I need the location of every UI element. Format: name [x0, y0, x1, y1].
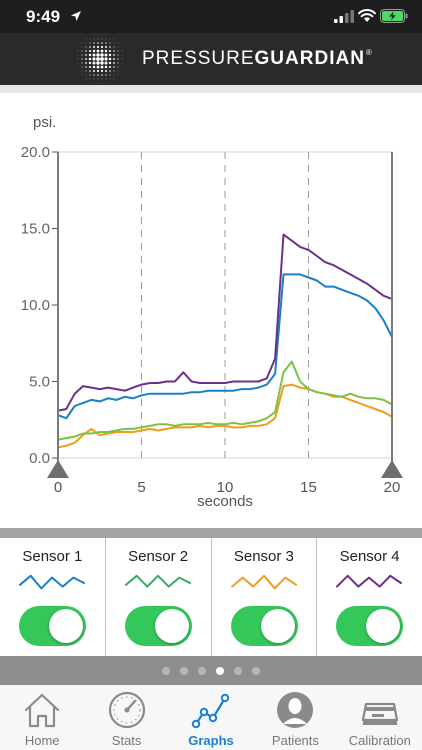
sparkline-path — [336, 574, 403, 588]
range-start-handle[interactable] — [47, 460, 69, 478]
status-time: 9:49 — [26, 7, 61, 26]
tab-label: Home — [24, 733, 60, 748]
x-tick-label: 5 — [137, 479, 145, 496]
toggle-knob — [154, 609, 189, 643]
app-header: PRESSUREGUARDIAN® — [0, 33, 422, 85]
series-line-sensor-2 — [57, 360, 393, 441]
status-bar: 9:49 — [0, 0, 422, 33]
y-tick-label: 5.0 — [29, 374, 50, 391]
x-tick-label: 20 — [384, 479, 401, 496]
x-tick-label: 15 — [300, 479, 317, 496]
sensor-name: Sensor 2 — [128, 548, 189, 565]
series-line-sensor-4 — [57, 233, 393, 412]
x-axis-label: seconds — [197, 493, 253, 510]
brand-light: PRESSURE — [142, 48, 255, 69]
sensor-sparkline — [124, 574, 191, 588]
toggle-knob — [260, 609, 295, 643]
gauge-icon — [108, 691, 145, 729]
sensor-panel: Sensor 1 Sensor 2 Sensor 3 Sensor 4 — [0, 538, 422, 656]
halftone-logo-icon — [77, 34, 123, 84]
sensor-name: Sensor 4 — [339, 548, 400, 565]
sparkline-path — [230, 574, 297, 590]
range-end-handle[interactable] — [381, 460, 403, 478]
sensor-2-toggle[interactable] — [124, 606, 192, 646]
y-tick-label: 0.0 — [29, 450, 50, 467]
tab-home[interactable]: Home — [0, 685, 84, 750]
home-icon — [25, 693, 60, 728]
series-line-sensor-1 — [57, 273, 393, 420]
page-dot[interactable] — [216, 666, 224, 675]
x-tick-label: 0 — [54, 479, 62, 496]
sensor-card-2: Sensor 2 — [106, 538, 212, 656]
sensor-sparkline — [230, 574, 297, 590]
tab-calibration[interactable]: Calibration — [338, 685, 422, 750]
toggle-knob — [49, 609, 83, 643]
sensor-card-3: Sensor 3 — [212, 538, 318, 656]
sparkline-path — [19, 574, 85, 590]
y-tick-label: 20.0 — [21, 144, 50, 161]
tab-label: Graphs — [188, 733, 234, 748]
battery-charging-icon — [380, 9, 408, 23]
scale-icon — [361, 702, 398, 725]
sensor-card-4: Sensor 4 — [317, 538, 422, 656]
sensor-sparkline — [336, 574, 403, 588]
y-axis-label: psi. — [33, 114, 56, 131]
sensor-sparkline — [19, 574, 85, 590]
wifi-icon — [358, 9, 376, 22]
tab-label: Patients — [271, 733, 319, 748]
section-divider — [0, 528, 422, 538]
registered-mark: ® — [365, 48, 373, 57]
tab-stats[interactable]: Stats — [84, 685, 168, 750]
page-dot[interactable] — [234, 666, 242, 675]
page-dot[interactable] — [162, 666, 170, 675]
person-icon — [277, 692, 314, 728]
x-tick-label: 10 — [217, 479, 234, 496]
y-tick-label: 15.0 — [21, 221, 50, 238]
brand-name: PRESSUREGUARDIAN® — [142, 48, 373, 70]
sparkline-path — [124, 574, 191, 588]
sensor-name: Sensor 3 — [233, 548, 294, 565]
page-dot[interactable] — [198, 666, 206, 675]
sensor-3-toggle[interactable] — [230, 606, 298, 646]
tab-label: Calibration — [348, 733, 411, 748]
page-dot[interactable] — [180, 666, 188, 675]
cellular-signal-icon — [334, 10, 354, 23]
tab-graphs[interactable]: Graphs — [169, 685, 253, 750]
brand-bold: GUARDIAN — [254, 48, 365, 69]
header-separator — [0, 85, 422, 93]
page-indicator — [0, 656, 422, 685]
sensor-4-toggle[interactable] — [336, 606, 404, 646]
tab-bar: Home Stats Graphs Patients — [0, 685, 422, 750]
sensor-card-1: Sensor 1 — [0, 538, 106, 656]
page-dot[interactable] — [252, 666, 260, 675]
tab-label: Stats — [111, 733, 142, 748]
sensor-1-toggle[interactable] — [19, 606, 86, 646]
sensor-name: Sensor 1 — [22, 548, 83, 565]
tab-patients[interactable]: Patients — [253, 685, 337, 750]
graph-icon — [191, 693, 230, 729]
pressure-chart: 0.0 5.0 10.0 15.0 20.0 0 5 10 15 20 psi. seconds — [21, 114, 403, 510]
y-tick-label: 10.0 — [21, 297, 50, 314]
toggle-knob — [366, 609, 401, 643]
location-arrow-icon — [71, 11, 81, 21]
